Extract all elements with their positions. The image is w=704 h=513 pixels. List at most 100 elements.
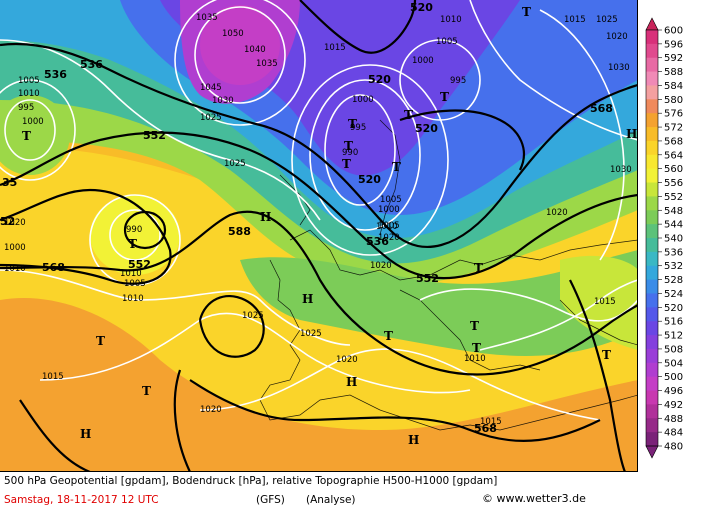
high-pressure-marker: H <box>346 375 357 389</box>
pressure-label: 995 <box>18 103 34 113</box>
pressure-label: 1025 <box>300 329 322 339</box>
pressure-label: 1000 <box>378 205 400 215</box>
legend-swatch <box>646 99 658 114</box>
high-pressure-marker: H <box>408 433 419 447</box>
pressure-label: 1010 <box>120 269 142 279</box>
legend-swatch <box>646 432 658 447</box>
legend-tick-label: 536 <box>664 247 683 258</box>
legend-tick-label: 524 <box>664 289 683 300</box>
pressure-label: 1015 <box>594 297 616 307</box>
high-marker-group: H H H H H H <box>80 127 637 447</box>
geopotential-label: 520 <box>415 122 438 135</box>
legend-tick-label: 552 <box>664 192 683 203</box>
legend-tick-label: 600 <box>664 26 683 37</box>
low-pressure-marker: T <box>472 341 481 355</box>
pressure-label: 1040 <box>244 45 266 55</box>
geopotential-label: 536 <box>44 68 67 81</box>
legend-tick-label: 528 <box>664 275 683 286</box>
legend-tick-label: 576 <box>664 109 683 120</box>
legend-swatch <box>646 376 658 392</box>
geopotential-label: 552 <box>416 272 439 285</box>
legend-cap-bottom <box>645 445 659 459</box>
legend-tick-label: 568 <box>664 136 683 147</box>
pressure-label: 1025 <box>224 159 246 169</box>
low-pressure-marker: T <box>522 5 531 19</box>
low-pressure-marker: T <box>344 139 353 153</box>
legend-swatch <box>646 43 658 59</box>
legend-tick-label: 500 <box>664 372 683 383</box>
legend-tick-label: 492 <box>664 400 683 411</box>
low-pressure-marker: T <box>348 117 357 131</box>
copyright-link[interactable]: © www.wetter3.de <box>482 492 586 505</box>
legend-tick-label: 504 <box>664 358 683 369</box>
legend-tick-label: 548 <box>664 206 683 217</box>
legend-tick-label: 484 <box>664 428 683 439</box>
pressure-label: 1020 <box>606 32 628 42</box>
legend-swatch <box>646 404 658 419</box>
field-magenta-core <box>200 5 280 85</box>
pressure-label: 1010 <box>18 89 40 99</box>
pressure-label: 1050 <box>222 29 244 39</box>
legend-tick-label: 592 <box>664 53 683 64</box>
pressure-label: 1005 <box>378 221 400 231</box>
low-pressure-marker: T <box>392 160 401 174</box>
pressure-label: 990 <box>342 148 358 158</box>
low-pressure-marker: T <box>128 237 137 251</box>
pressure-label: 1000 <box>352 95 374 105</box>
geopotential-label: 568 <box>590 102 613 115</box>
pressure-label: 990 <box>126 225 142 235</box>
low-pressure-marker: T <box>602 348 611 362</box>
coastlines <box>259 119 637 431</box>
pressure-label: 1030 <box>608 63 630 73</box>
legend-tick-label: 556 <box>664 178 683 189</box>
pressure-label: 1005 <box>436 37 458 47</box>
legend-swatch <box>646 362 658 378</box>
legend-tick-label: 588 <box>664 67 683 78</box>
legend-tick-label: 496 <box>664 386 683 397</box>
legend-swatch <box>646 265 658 281</box>
geopotential-label: 520 <box>358 173 381 186</box>
legend-tick-label: 508 <box>664 344 683 355</box>
legend-swatch <box>646 390 658 405</box>
legend-tick-label: 596 <box>664 39 683 50</box>
legend-swatch <box>646 321 658 336</box>
legend-tick-label: 580 <box>664 95 683 106</box>
legend-tick-label: 512 <box>664 331 683 342</box>
geopotential-label: 520 <box>368 73 391 86</box>
pressure-label: 1020 <box>336 355 358 365</box>
legend-tick-label: 520 <box>664 303 683 314</box>
legend-swatch <box>646 57 658 73</box>
legend-swatch <box>646 168 658 184</box>
map-date: Samstag, 18-11-2017 12 UTC <box>4 494 159 506</box>
legend-swatch <box>646 154 658 170</box>
pressure-label: 1035 <box>256 59 278 69</box>
field-orange-south <box>0 298 637 471</box>
low-pressure-marker: T <box>342 157 351 171</box>
low-pressure-marker: T <box>474 261 483 275</box>
geopotential-lines <box>0 0 637 471</box>
legend-swatch <box>646 113 658 128</box>
pressure-label: 1020 <box>4 218 26 228</box>
legend-tick-label: 488 <box>664 414 683 425</box>
pressure-label-group: 1035 1050 1040 1035 1045 1015 1010 1005 … <box>4 13 632 427</box>
pressure-label: 1000 <box>22 117 44 127</box>
legend-tick-label: 584 <box>664 81 683 92</box>
low-pressure-marker: T <box>404 108 413 122</box>
low-pressure-marker: T <box>470 319 479 333</box>
geopotential-label: 568 <box>42 261 65 274</box>
pressure-label: 1010 <box>4 264 26 274</box>
legend-tick-label: 532 <box>664 261 683 272</box>
geopotential-label: 552 <box>128 258 151 271</box>
pressure-label: 995 <box>450 76 466 86</box>
pressure-label: 1035 <box>196 13 218 23</box>
legend-swatch <box>646 335 658 350</box>
pressure-label: 1020 <box>200 405 222 415</box>
legend-tick-label: 516 <box>664 317 683 328</box>
geopotential-label: 35 <box>2 176 17 189</box>
pressure-label: 1015 <box>480 417 502 427</box>
pressure-label: 1030 <box>610 165 632 175</box>
geopotential-label: 52 <box>0 215 15 228</box>
legend-tick-label: 540 <box>664 234 683 245</box>
legend-swatch <box>646 30 658 45</box>
low-pressure-marker: T <box>440 90 449 104</box>
